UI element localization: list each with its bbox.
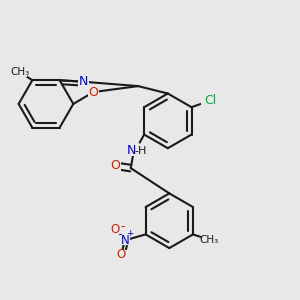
Text: N: N [121,234,129,247]
FancyBboxPatch shape [202,235,217,245]
Text: CH₃: CH₃ [200,235,219,245]
Text: O: O [110,159,120,172]
Text: N: N [127,144,136,158]
FancyBboxPatch shape [201,95,219,106]
Text: CH₃: CH₃ [10,67,29,77]
FancyBboxPatch shape [78,76,89,87]
FancyBboxPatch shape [116,250,127,260]
Text: +: + [126,229,133,238]
FancyBboxPatch shape [124,146,146,156]
Text: -H: -H [135,146,147,156]
Text: O: O [88,85,98,98]
FancyBboxPatch shape [88,87,99,98]
FancyBboxPatch shape [13,67,27,77]
Text: -: - [121,220,125,232]
FancyBboxPatch shape [109,224,124,234]
FancyBboxPatch shape [120,235,130,245]
Text: O: O [117,248,126,261]
Text: O: O [110,223,119,236]
FancyBboxPatch shape [110,161,121,171]
Text: N: N [79,75,88,88]
Text: Cl: Cl [204,94,216,107]
